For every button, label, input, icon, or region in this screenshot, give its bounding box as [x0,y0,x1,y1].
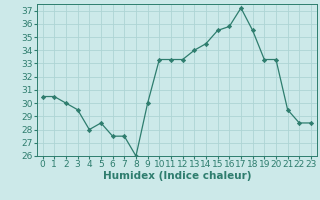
X-axis label: Humidex (Indice chaleur): Humidex (Indice chaleur) [102,171,251,181]
